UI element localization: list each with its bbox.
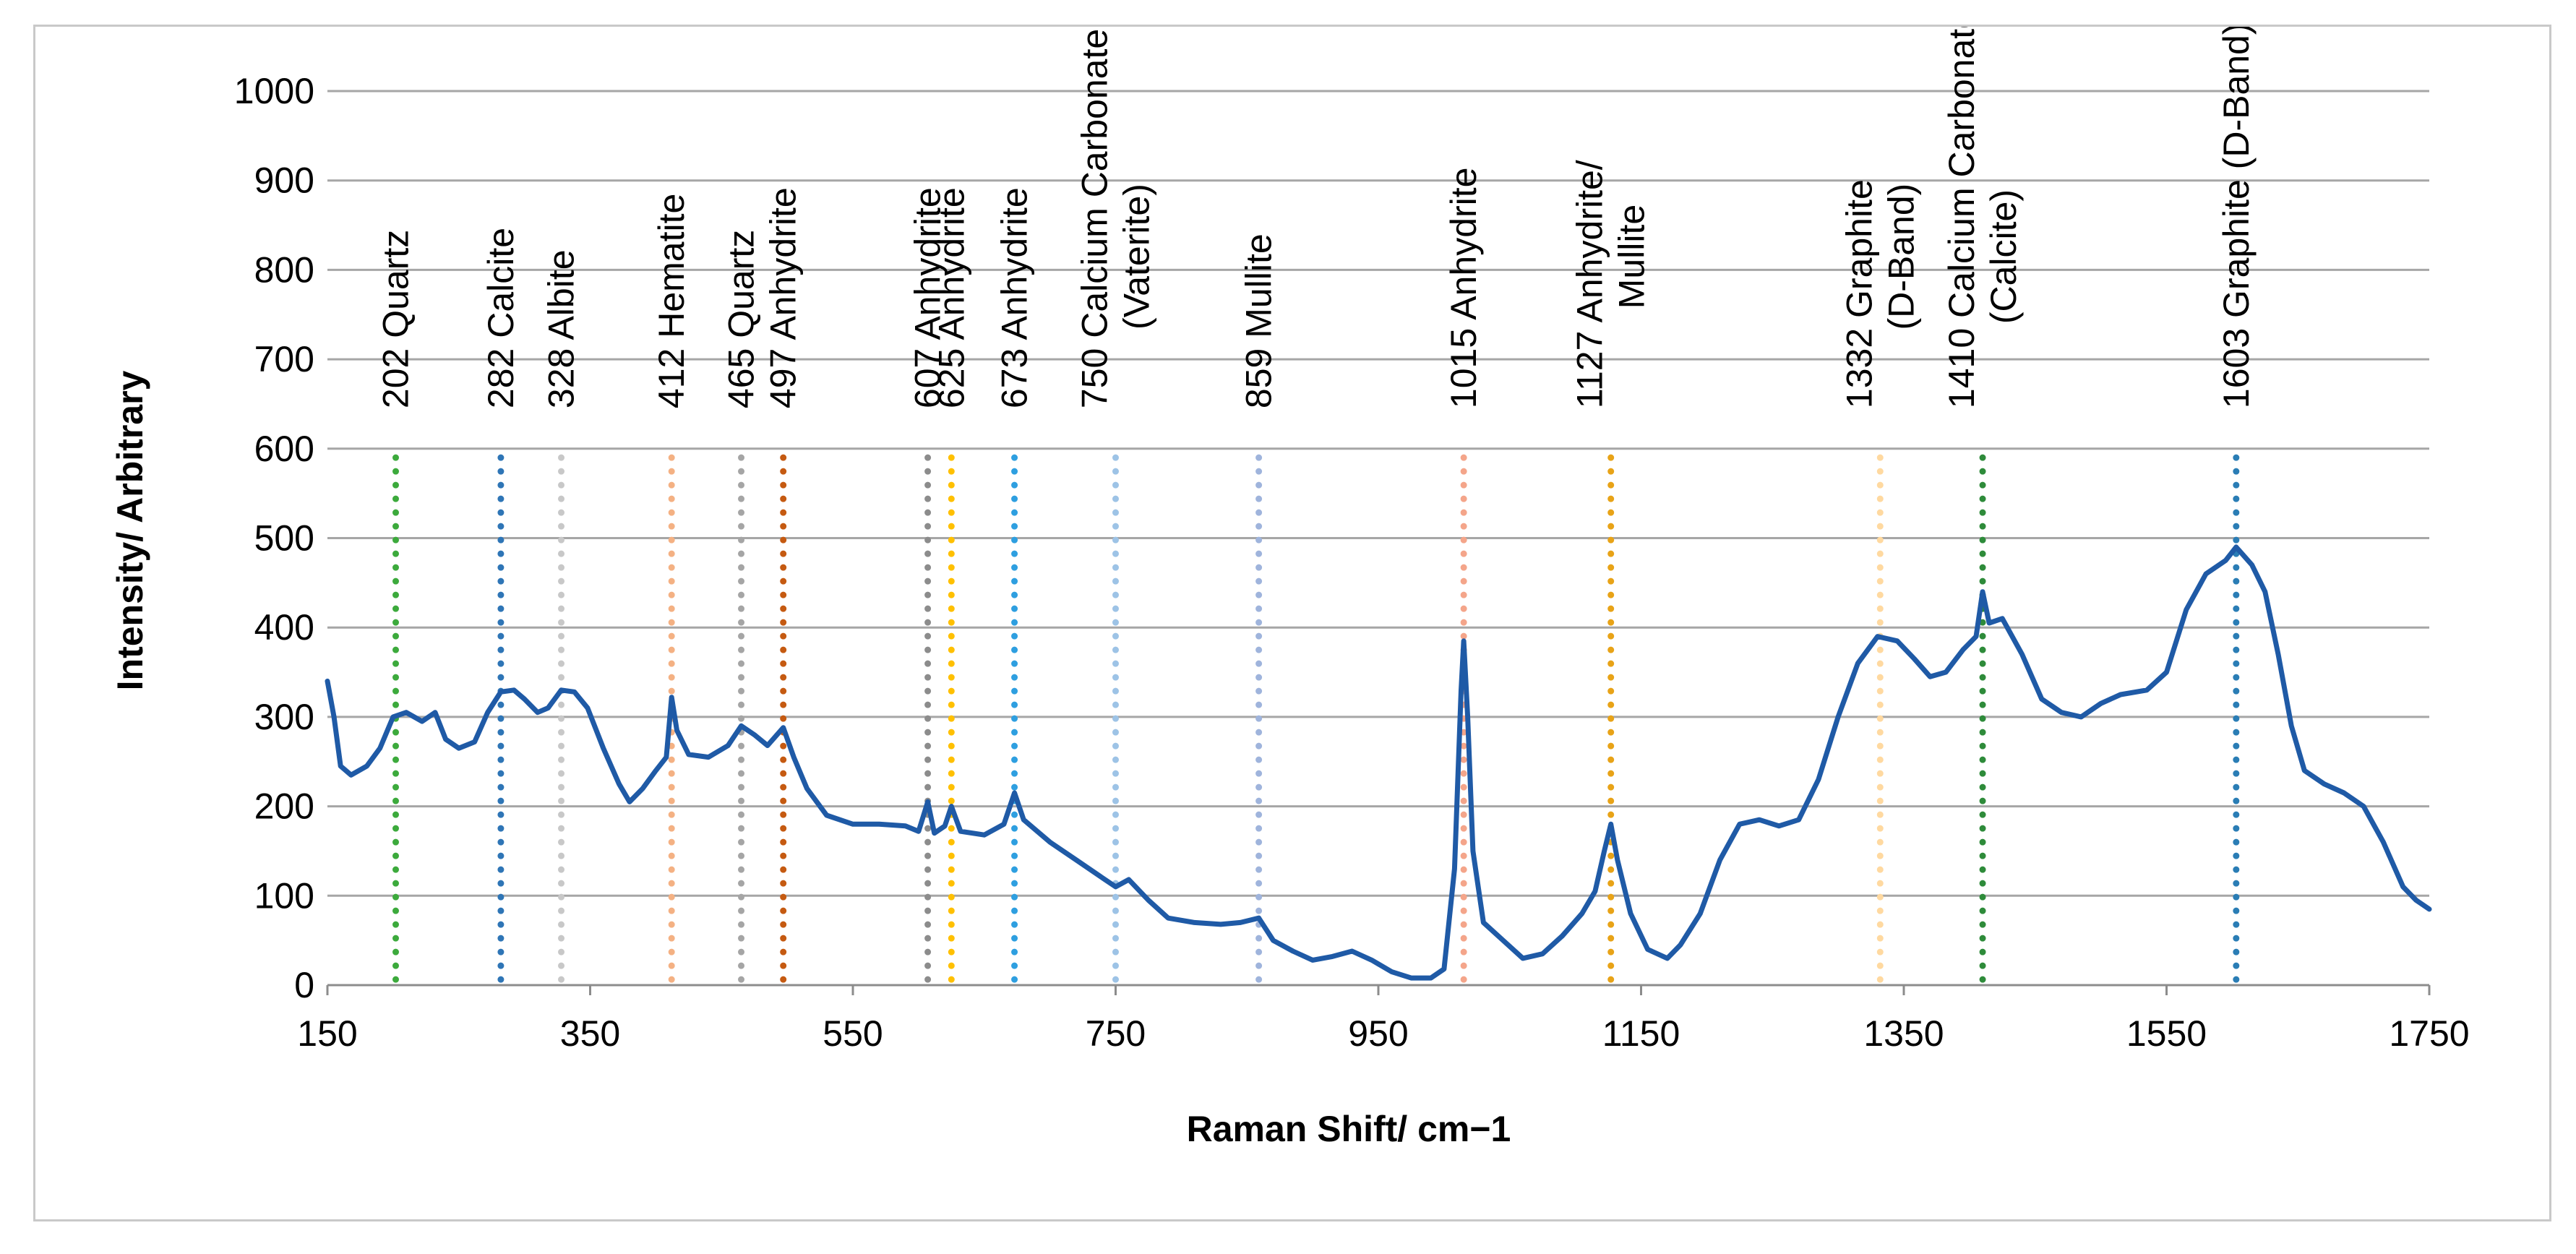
y-tick-label: 500 <box>254 518 314 559</box>
peak-label-1332: (D-Band) <box>1881 184 1921 330</box>
x-axis-title: Raman Shift/ cm−1 <box>1187 1109 1511 1149</box>
x-tick-label: 1150 <box>1602 1013 1680 1054</box>
peak-label-497: 497 Anhydrite <box>763 187 804 408</box>
peak-label-465: 465 Quartz <box>721 230 762 408</box>
peak-label-282: 282 Calcite <box>481 228 521 408</box>
peak-label-1127: Mullite <box>1612 205 1652 309</box>
y-tick-label: 700 <box>254 339 314 379</box>
x-tick-label: 950 <box>1348 1013 1408 1054</box>
x-tick-label: 1550 <box>2126 1013 2207 1054</box>
x-tick-label: 750 <box>1086 1013 1146 1054</box>
y-tick-label: 400 <box>254 607 314 648</box>
peak-label-1410: (Calcite) <box>1983 189 2024 324</box>
peak-label-607: 607 Anhydrite <box>908 187 948 408</box>
axes: 0 100 200 300 400 500 600 700 800 900 1000 150 350 55… <box>234 71 2470 1054</box>
x-tick-label: 1750 <box>2389 1013 2469 1054</box>
y-tick-label: 200 <box>254 786 314 827</box>
y-tick-label: 1000 <box>234 71 314 111</box>
peak-label-1410: 1410 Calcium Carbonate <box>1941 27 1982 408</box>
peak-label-625: 625 Anhydrite <box>931 187 971 408</box>
peak-label-1332: 1332 Graphite <box>1839 179 1879 408</box>
series-line-0 <box>325 544 2432 981</box>
peak-label-750: (Vaterite) <box>1117 184 1157 330</box>
x-tick-label: 150 <box>297 1013 357 1054</box>
peak-label-859: 859 Mullite <box>1239 233 1279 408</box>
series-layer <box>325 544 2432 981</box>
peak-markers <box>392 454 2240 989</box>
y-tick-label: 600 <box>254 429 314 469</box>
x-tick-label: 550 <box>823 1013 883 1054</box>
y-tick-label: 0 <box>294 965 314 1005</box>
x-tick-label: 350 <box>560 1013 620 1054</box>
y-tick-label: 900 <box>254 160 314 201</box>
y-tick-label: 800 <box>254 249 314 290</box>
peak-label-412: 412 Hematite <box>651 194 692 408</box>
y-tick-label: 100 <box>254 875 314 916</box>
y-tick-label: 300 <box>254 697 314 737</box>
peak-label-1603: 1603 Graphite (D-Band) <box>2216 27 2257 408</box>
peak-label-328: 328 Albite <box>541 249 582 408</box>
peak-label-673: 673 Anhydrite <box>995 187 1035 408</box>
peak-label-1127: 1127 Anhydrite/ <box>1570 160 1610 408</box>
peak-labels: 202 Quartz 282 Calcite 328 Albite 412 Hemat… <box>376 27 2257 408</box>
chart-frame: 0 100 200 300 400 500 600 700 800 900 1000 150 350 55… <box>33 25 2551 1221</box>
x-tick-label: 1350 <box>1863 1013 1944 1054</box>
raman-spectrum-chart: 0 100 200 300 400 500 600 700 800 900 1000 150 350 55… <box>110 27 2470 1149</box>
peak-label-750: 750 Calcium Carbonate <box>1075 29 1115 408</box>
peak-label-202: 202 Quartz <box>376 230 416 408</box>
y-axis-title: Intensity/ Arbitrary <box>110 370 150 690</box>
grid-lines <box>327 90 2429 897</box>
peak-label-1015: 1015 Anhydrite <box>1443 168 1484 409</box>
